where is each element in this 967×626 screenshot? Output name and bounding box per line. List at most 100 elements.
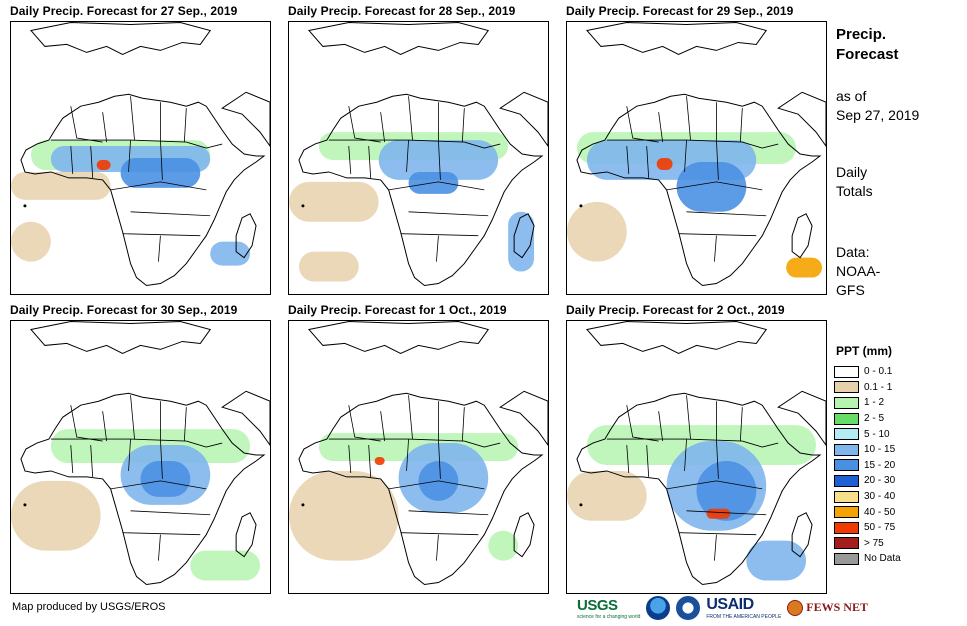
country-border [626, 106, 659, 143]
legend-item: 15 - 20 [834, 458, 954, 474]
usaid-logo-text: USAID [706, 596, 754, 613]
legend-label: 2 - 5 [864, 413, 885, 425]
legend-label: 30 - 40 [864, 491, 896, 503]
precip-area [567, 201, 627, 262]
precip-area [786, 257, 823, 278]
country-border [438, 140, 441, 180]
data-line-2: NOAA- [836, 263, 881, 279]
country-border [130, 211, 211, 217]
precip-area [508, 211, 535, 272]
usgs-logo-tagline: science for a changing world [577, 613, 641, 620]
country-border [684, 439, 687, 471]
island-marker [579, 204, 583, 208]
country-border [158, 235, 161, 262]
country-border [348, 405, 381, 442]
usgs-logo: USGS science for a changing world [577, 597, 640, 620]
country-border [122, 532, 201, 536]
legend-item: 0.1 - 1 [834, 380, 954, 396]
country-border [70, 445, 74, 473]
country-border [90, 146, 94, 178]
country-border [464, 440, 501, 448]
country-border [348, 106, 381, 143]
heading-line-1: Precip. [836, 26, 887, 43]
country-border [686, 96, 691, 141]
legend-label: No Data [864, 553, 901, 565]
island-marker [301, 204, 305, 208]
legend-swatch [834, 412, 859, 425]
legend-swatch [834, 537, 859, 550]
africa-map [567, 321, 826, 586]
country-border [461, 407, 465, 442]
precip-map[interactable] [10, 320, 271, 594]
island-marker [23, 503, 27, 507]
precip-area [378, 140, 499, 180]
legend-label: 15 - 20 [864, 459, 896, 471]
precip-area [298, 251, 359, 282]
legend-item: 2 - 5 [834, 411, 954, 427]
precip-area [706, 508, 731, 519]
country-border [128, 439, 131, 471]
precip-map[interactable] [288, 21, 549, 295]
country-border [348, 445, 352, 473]
country-border [380, 112, 386, 143]
country-border [130, 510, 211, 516]
usaid-logo-tagline: FROM THE AMERICAN PEOPLE [706, 614, 782, 620]
country-border [438, 439, 441, 479]
country-border [658, 112, 664, 143]
country-border [666, 480, 763, 490]
country-border [686, 211, 767, 217]
country-border [666, 181, 763, 191]
heavy-precip-layer [120, 445, 211, 505]
country-border [626, 146, 630, 174]
legend-item: 10 - 15 [834, 442, 954, 458]
africa-map [289, 22, 548, 287]
logo-strip: USGS science for a changing world USAID … [577, 595, 868, 621]
legend-swatch [834, 459, 859, 472]
country-border [742, 440, 779, 448]
africa-map [289, 321, 548, 586]
arabia-outline [777, 91, 826, 147]
africa-outline [20, 392, 266, 586]
data-line-1: Data: [836, 244, 870, 260]
country-border [110, 480, 207, 490]
europe-outline [307, 321, 490, 354]
country-border [50, 139, 187, 143]
legend-swatch [834, 381, 859, 394]
country-border [70, 106, 103, 143]
country-border [684, 140, 687, 172]
legend-swatch [834, 552, 859, 565]
country-border [70, 146, 74, 174]
precip-map[interactable] [10, 21, 271, 295]
precip-map[interactable] [566, 320, 827, 594]
precip-area [289, 181, 379, 222]
country-border [739, 407, 743, 442]
legend-label: 10 - 15 [864, 444, 896, 456]
madagascar-outline [513, 512, 535, 558]
usgs-logo-text: USGS [577, 596, 618, 614]
legend-swatch [834, 506, 859, 519]
as-of-value: Sep 27, 2019 [836, 107, 920, 123]
legend-label: 40 - 50 [864, 506, 896, 518]
country-border [626, 445, 630, 473]
country-border [70, 405, 103, 442]
arabia-outline [499, 91, 548, 147]
madagascar-outline [235, 213, 257, 259]
precip-area [374, 457, 385, 465]
madagascar-outline [235, 512, 257, 558]
fewsnet-globe-icon [787, 600, 804, 617]
country-border [380, 411, 386, 442]
africa-outline [576, 93, 822, 287]
precip-area [11, 171, 111, 200]
country-border [714, 235, 717, 262]
legend-swatch [834, 474, 859, 487]
legend-label: 50 - 75 [864, 522, 896, 534]
legend-item: > 75 [834, 536, 954, 552]
country-border [183, 108, 187, 143]
legend-swatch [834, 396, 859, 409]
precip-map[interactable] [566, 21, 827, 295]
africa-map [11, 22, 270, 287]
as-of-label: as of [836, 88, 867, 104]
precip-map[interactable] [288, 320, 549, 594]
legend-swatch [834, 365, 859, 378]
legend-title: PPT (mm) [836, 344, 893, 358]
